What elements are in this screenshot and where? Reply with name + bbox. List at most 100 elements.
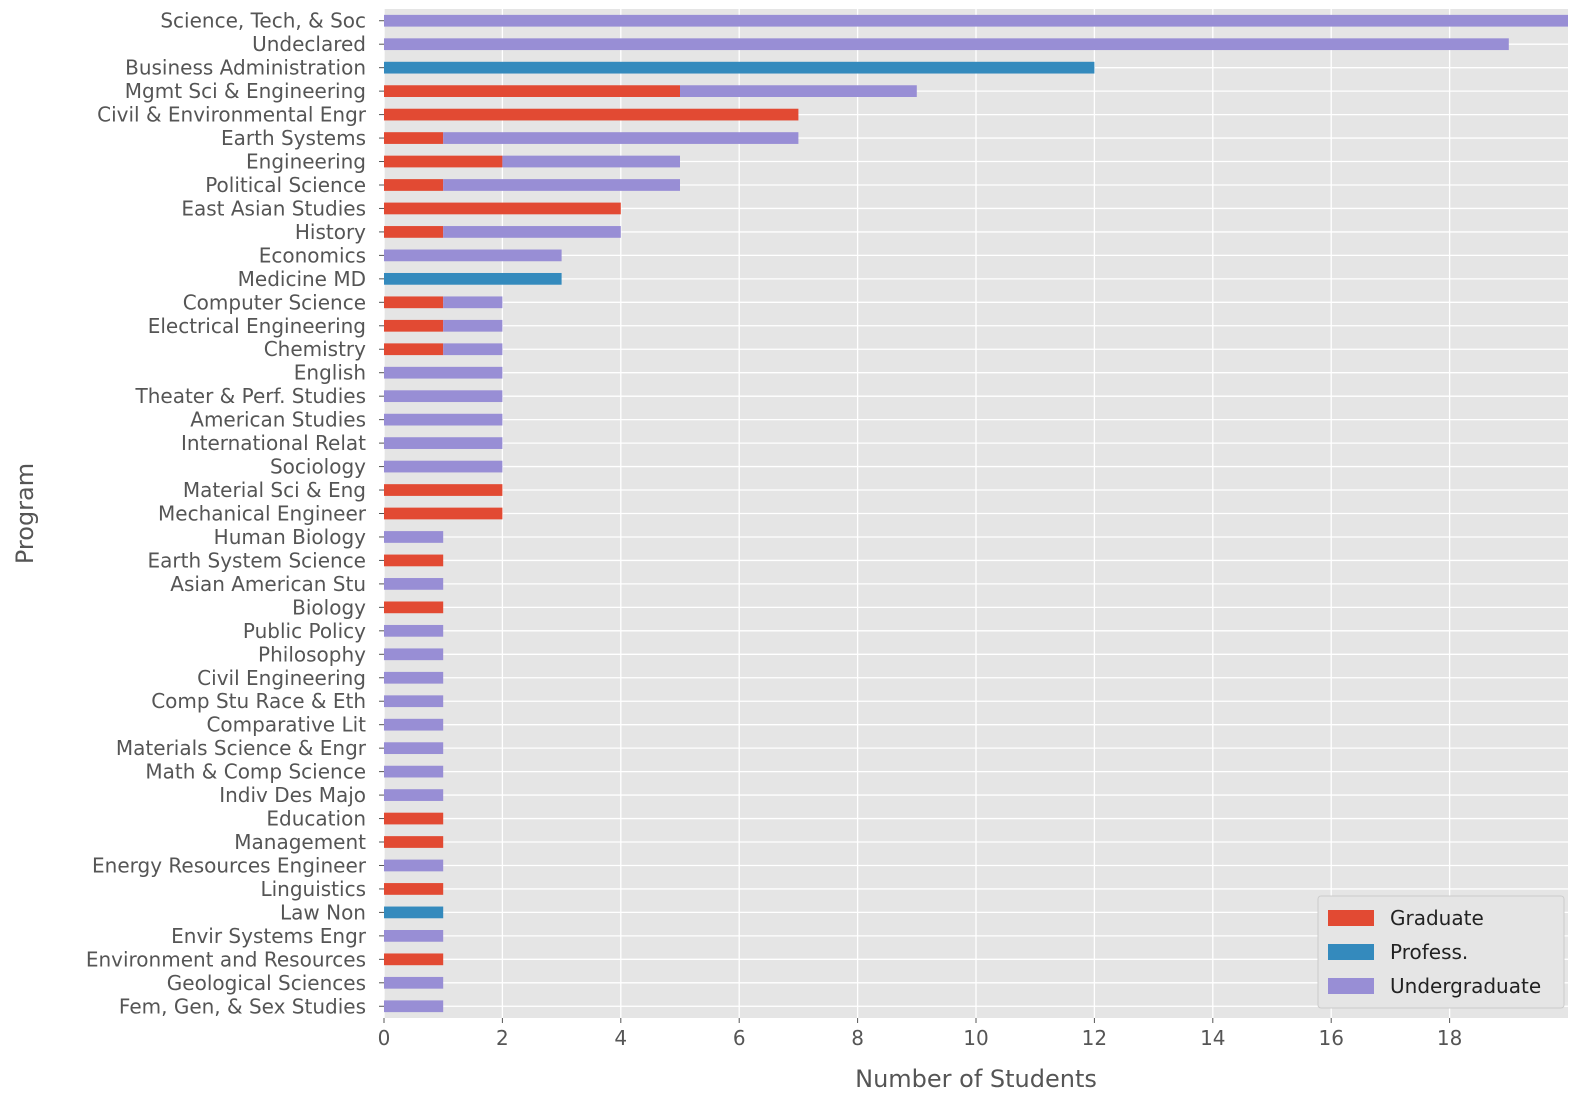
y-tick-label: Earth System Science (148, 548, 366, 572)
bar-profess (384, 906, 444, 919)
bar-undergraduate (384, 789, 444, 801)
legend-swatch (1328, 978, 1374, 994)
x-tick-label: 0 (378, 1026, 391, 1050)
y-tick-label: Indiv Des Majo (219, 783, 366, 807)
y-tick-label: Envir Systems Engr (171, 924, 367, 948)
bar-graduate (384, 507, 503, 520)
bar-undergraduate (384, 531, 444, 543)
y-axis-label: Program (11, 463, 39, 564)
bar-graduate (384, 85, 680, 97)
bar-undergraduate (384, 366, 503, 379)
bar-undergraduate (384, 624, 444, 637)
bar-graduate (384, 836, 444, 848)
y-tick-label: Biology (292, 595, 366, 619)
y-tick-label: Environment and Resources (86, 947, 366, 971)
y-tick-label: Earth Systems (221, 126, 366, 150)
bar-undergraduate (384, 437, 503, 449)
y-tick-label: Economics (259, 243, 366, 267)
y-tick-label: Energy Resources Engineer (92, 853, 367, 877)
y-tick-label: Theater & Perf. Studies (135, 384, 367, 408)
bar-graduate (384, 601, 444, 614)
x-tick-label: 6 (733, 1026, 746, 1050)
bar-undergraduate (384, 695, 444, 708)
x-tick-label: 10 (963, 1026, 988, 1050)
x-tick-label: 4 (614, 1026, 627, 1050)
bar-graduate (384, 296, 444, 309)
x-tick-label: 16 (1318, 1026, 1343, 1050)
y-tick-label: History (295, 220, 366, 244)
bar-undergraduate (384, 930, 444, 942)
bar-graduate (384, 343, 444, 356)
y-tick-label: Electrical Engineering (148, 314, 366, 338)
y-tick-label: Engineering (246, 150, 366, 174)
bar-undergraduate (443, 343, 503, 356)
legend-swatch (1328, 910, 1374, 926)
bar-undergraduate (680, 85, 917, 97)
bar-undergraduate (384, 460, 503, 473)
y-tick-label: Computer Science (183, 290, 366, 314)
legend-label: Undergraduate (1390, 974, 1541, 998)
y-tick-label: Materials Science & Engr (116, 736, 367, 760)
bar-undergraduate (384, 1000, 444, 1013)
bar-graduate (384, 155, 503, 168)
x-tick-label: 2 (496, 1026, 509, 1050)
bar-graduate (384, 226, 444, 238)
bar-graduate (384, 108, 799, 121)
y-tick-label: Linguistics (260, 877, 366, 901)
bar-graduate (384, 883, 444, 895)
bar-undergraduate (384, 38, 1509, 51)
y-tick-label: Public Policy (243, 619, 366, 643)
x-tick-labels: 0 2 4 6 8 10 12 14 16 18 (378, 1018, 1462, 1050)
y-tick-label: Law Non (280, 900, 366, 924)
bar-undergraduate (384, 413, 503, 426)
bar-graduate (384, 812, 444, 825)
bar-graduate (384, 554, 444, 567)
bar-undergraduate (384, 671, 444, 684)
bar-undergraduate (384, 578, 444, 590)
y-tick-label: Science, Tech, & Soc (160, 9, 366, 33)
y-tick-label: Management (234, 830, 366, 854)
y-tick-label: Business Administration (125, 56, 366, 80)
bar-undergraduate (384, 718, 444, 731)
y-tick-label: Human Biology (214, 525, 366, 549)
bar-undergraduate (384, 742, 444, 755)
bar-graduate (384, 953, 444, 966)
bar-graduate (384, 132, 444, 144)
y-tick-label: East Asian Studies (181, 196, 366, 220)
y-tick-label: Political Science (205, 173, 366, 197)
x-axis-label: Number of Students (855, 1065, 1097, 1093)
y-tick-label: Geological Sciences (167, 971, 366, 995)
y-tick-label: Sociology (270, 455, 366, 479)
y-tick-label: English (294, 361, 366, 385)
y-tick-label: Education (266, 807, 366, 831)
y-tick-label: Comp Stu Race & Eth (151, 689, 366, 713)
bars-group (384, 14, 1568, 1013)
bar-graduate (384, 319, 444, 332)
y-tick-label: American Studies (190, 408, 366, 432)
y-tick-label: Fem, Gen, & Sex Studies (119, 994, 366, 1018)
y-tick-label: Civil Engineering (197, 666, 366, 690)
y-tick-label: Philosophy (258, 642, 366, 666)
bar-undergraduate (443, 179, 680, 191)
y-tick-label: Material Sci & Eng (183, 478, 366, 502)
y-tick-label: Civil & Environmental Engr (97, 103, 367, 127)
bar-undergraduate (443, 132, 799, 144)
bar-undergraduate (384, 859, 444, 872)
bar-undergraduate (384, 976, 444, 989)
legend-label: Profess. (1390, 940, 1468, 964)
y-tick-label: Asian American Stu (170, 572, 366, 596)
legend-box (1317, 895, 1565, 1009)
bar-profess (384, 272, 562, 285)
x-tick-label: 8 (851, 1026, 864, 1050)
y-tick-label: Comparative Lit (206, 713, 366, 737)
bar-undergraduate (502, 155, 680, 168)
x-tick-label: 12 (1082, 1026, 1107, 1050)
legend: Graduate Profess. Undergraduate (1317, 895, 1565, 1009)
legend-swatch (1328, 944, 1374, 960)
bar-graduate (384, 179, 444, 191)
bar-profess (384, 61, 1095, 74)
bar-undergraduate (384, 390, 503, 403)
